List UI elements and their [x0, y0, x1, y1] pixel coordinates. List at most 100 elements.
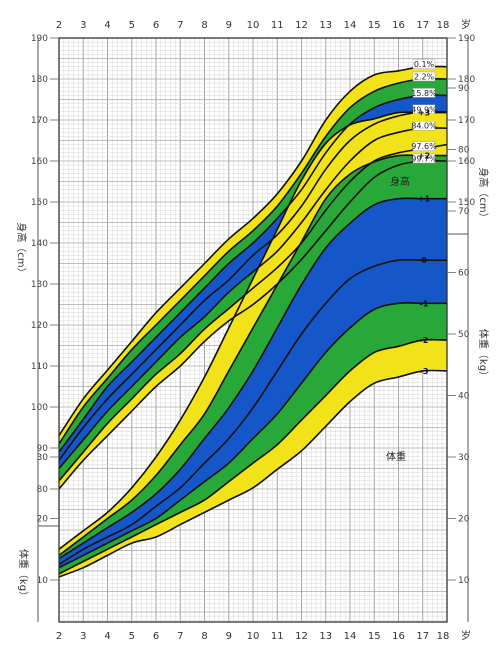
x-tick-bottom-3: 3 [80, 631, 86, 642]
sd-label--3: -3 [420, 367, 429, 376]
x-tick-top-8: 8 [201, 20, 207, 31]
height-y-tick-left-160: 160 [31, 157, 48, 167]
weight-curve-+2 [58, 154, 447, 557]
x-tick-bottom-7: 7 [177, 631, 183, 642]
weight-band-3 [59, 198, 447, 565]
x-tick-top-13: 13 [319, 20, 332, 31]
height-y-tick-right-150: 150 [458, 198, 475, 208]
x-tick-top-11: 11 [271, 20, 284, 31]
percentile-label-15.8%: 15.8% [411, 89, 437, 98]
weight-panel-annotation: 体重 [386, 450, 406, 463]
weight-y-tick-left-10: 10 [37, 576, 49, 586]
height-y-tick-right-170: 170 [458, 116, 475, 126]
weight-y-tick-right-20: 20 [458, 515, 470, 525]
x-tick-top-3: 3 [80, 20, 86, 31]
height-y-tick-left-90: 90 [37, 444, 49, 454]
weight-band-2 [59, 155, 447, 559]
plot-frame [58, 37, 448, 623]
weight-y-tick-right-10: 10 [458, 576, 470, 586]
weight-y-tick-right-50: 50 [458, 330, 470, 340]
height-y-tick-left-80: 80 [37, 485, 49, 495]
x-tick-top-10: 10 [247, 20, 260, 31]
percentile-label-box [412, 88, 436, 98]
height-curve-15.8% [58, 94, 448, 453]
x-tick-bottom-11: 11 [271, 631, 284, 642]
height-y-tick-right-160: 160 [458, 157, 475, 167]
x-tick-bottom-2: 2 [56, 631, 62, 642]
height-curve-84.0% [58, 127, 448, 470]
x-tick-top-12: 12 [295, 20, 308, 31]
percentile-label-box [412, 71, 436, 82]
x-tick-bottom-15: 15 [368, 631, 381, 642]
height-y-tick-right-190: 190 [458, 34, 475, 44]
x-tick-top-4: 4 [104, 20, 110, 31]
x-tick-top-16: 16 [392, 20, 405, 31]
x-unit-bottom: 岁 [461, 629, 471, 642]
x-tick-top-17: 17 [416, 20, 429, 31]
weight-axis-title-left: 体重（kg） [17, 549, 30, 601]
sd-label-+2: +2 [418, 152, 430, 161]
x-tick-bottom-6: 6 [153, 631, 159, 642]
percentile-label-box [412, 104, 436, 115]
weight-y-tick-right-40: 40 [458, 392, 470, 402]
x-tick-bottom-9: 9 [226, 631, 232, 642]
weight-y-tick-right-30: 30 [458, 453, 470, 463]
percentile-label-box [412, 120, 436, 131]
sd-label-+1: +1 [418, 195, 431, 204]
height-y-tick-right-180: 180 [458, 75, 475, 85]
sd-label--2: -2 [420, 336, 429, 345]
x-tick-top-7: 7 [177, 20, 183, 31]
x-tick-top-14: 14 [344, 20, 357, 31]
weight-curve--2 [58, 338, 448, 575]
percentile-label-84.0%: 84.0% [411, 122, 437, 131]
height-y-tick-left-110: 110 [31, 362, 48, 372]
x-tick-top-2: 2 [56, 20, 62, 31]
x-tick-bottom-10: 10 [247, 631, 260, 642]
height-curve-99.7% [58, 159, 448, 490]
x-tick-top-15: 15 [368, 20, 381, 31]
weight-y-tick-left-20: 20 [37, 515, 49, 525]
percentile-label-box [412, 153, 436, 164]
weight-y-tick-left-30: 30 [37, 453, 49, 463]
height-y-tick-left-150: 150 [31, 198, 48, 208]
height-y-tick-left-100: 100 [31, 403, 48, 413]
height-axis-title-left: 身高（cm） [15, 222, 28, 277]
weight-y-tick-right-70: 70 [458, 207, 470, 217]
x-tick-top-5: 5 [129, 20, 135, 31]
percentile-label-box [412, 141, 436, 151]
height-y-tick-left-190: 190 [31, 34, 48, 44]
weight-curve-0 [58, 258, 447, 566]
weight-band-6 [59, 339, 447, 577]
height-axis-title-right: 身高（cm） [477, 167, 490, 222]
height-curve-49.9% [58, 110, 448, 461]
x-tick-bottom-12: 12 [295, 631, 308, 642]
x-tick-top-6: 6 [153, 20, 159, 31]
x-tick-top-9: 9 [226, 20, 232, 31]
height-panel-annotation: 身高 [390, 175, 410, 188]
sd-label-0: 0 [421, 256, 427, 265]
x-tick-bottom-14: 14 [344, 631, 357, 642]
height-curve-97.6% [58, 143, 448, 482]
weight-axis-title-right: 体重（kg） [477, 329, 490, 381]
x-unit-top: 岁 [461, 18, 471, 31]
weight-y-tick-right-60: 60 [458, 269, 470, 279]
weight-curve-+3 [58, 111, 447, 550]
percentile-label-box [412, 59, 436, 69]
x-tick-bottom-17: 17 [416, 631, 429, 642]
weight-y-tick-right-80: 80 [458, 146, 470, 156]
x-tick-bottom-13: 13 [319, 631, 332, 642]
weight-curve-+1 [58, 197, 447, 560]
percentile-label-2.2%: 2.2% [414, 73, 435, 82]
height-y-tick-left-140: 140 [31, 239, 48, 249]
height-y-tick-left-120: 120 [31, 321, 48, 331]
percentile-label-49.9%: 49.9% [411, 105, 437, 114]
percentile-label-99.7%: 99.7% [411, 155, 437, 164]
height-y-tick-left-170: 170 [31, 116, 48, 126]
weight-y-tick-right-90: 90 [458, 84, 470, 94]
height-curve-0.1% [58, 65, 448, 437]
percentile-label-97.6%: 97.6% [411, 142, 437, 151]
sd-label--1: -1 [420, 299, 429, 308]
x-tick-bottom-18: 18 [437, 631, 450, 642]
